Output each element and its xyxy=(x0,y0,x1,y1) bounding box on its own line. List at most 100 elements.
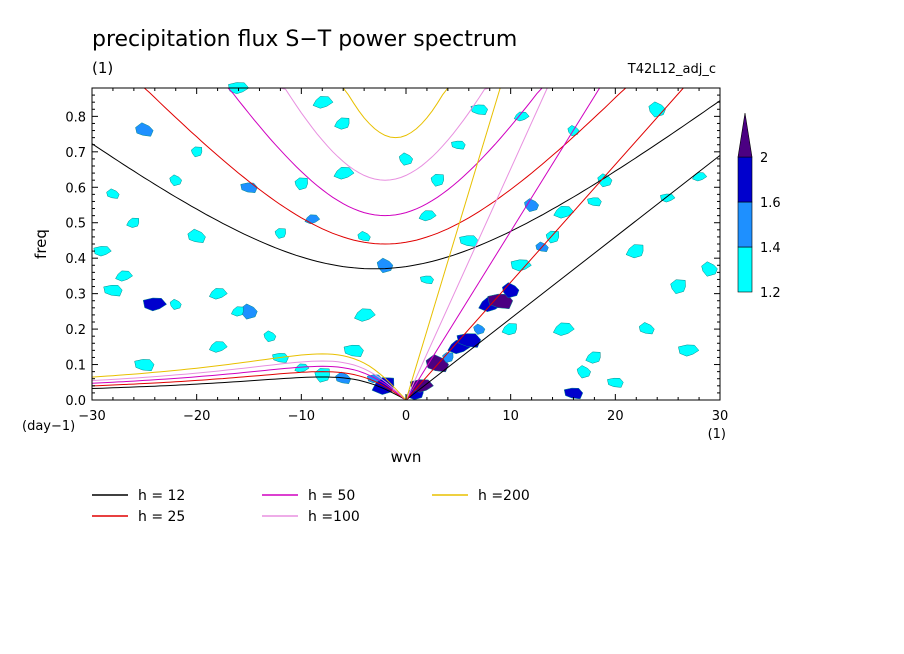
gravity-curve xyxy=(128,87,642,245)
power-blob xyxy=(134,359,155,372)
gravity-curve xyxy=(217,87,553,217)
x-tick-label: −30 xyxy=(78,409,105,424)
kelvin-curve xyxy=(405,87,684,401)
x-tick-label: 10 xyxy=(502,409,519,424)
power-blob xyxy=(552,322,575,336)
kelvin-curve xyxy=(405,87,548,401)
x-tick-label: 30 xyxy=(712,409,729,424)
y-tick-label: 0.6 xyxy=(65,181,86,196)
gravity-curve xyxy=(338,87,454,139)
power-blob xyxy=(208,341,228,353)
power-blob xyxy=(553,206,575,219)
y-tick-label: 0.8 xyxy=(65,110,86,125)
x-tick-label: −20 xyxy=(183,409,210,424)
power-blob xyxy=(473,323,486,335)
power-blob xyxy=(93,246,112,257)
power-blob xyxy=(678,344,700,357)
power-blob xyxy=(638,322,655,335)
gravity-curve xyxy=(275,87,495,181)
colorbar-box xyxy=(737,156,753,203)
axis-tick-labels: −30 −20 −10 0 10 20 30 0.0 0.1 0.2 0.3 0.4 0.5 0.6 0.7… xyxy=(65,110,728,424)
power-blob xyxy=(263,330,277,343)
power-blob xyxy=(294,363,310,373)
power-blob xyxy=(304,214,321,225)
power-blob xyxy=(442,352,454,363)
power-blob xyxy=(240,182,258,193)
gravity-curve xyxy=(91,100,721,270)
power-blob xyxy=(451,140,466,150)
y-axis-unit: (day−1) xyxy=(22,419,75,434)
y-tick-label: 0.3 xyxy=(65,288,86,303)
x-axis-unit: (1) xyxy=(708,427,726,442)
y-tick-label: 0.4 xyxy=(65,252,86,267)
power-blob xyxy=(587,197,602,207)
power-blob xyxy=(625,244,644,259)
kelvin-curve xyxy=(405,87,601,401)
power-blob xyxy=(701,261,718,277)
power-blob xyxy=(398,152,413,166)
power-blob xyxy=(585,351,601,364)
y-axis-label: freq xyxy=(32,229,50,259)
plot-frame xyxy=(91,87,721,401)
power-blob xyxy=(169,298,182,310)
power-blob xyxy=(115,270,133,282)
power-blob xyxy=(357,231,371,242)
power-blob xyxy=(314,368,330,383)
power-blob xyxy=(230,306,244,317)
power-blob xyxy=(501,323,517,336)
kelvin-curve xyxy=(405,87,501,401)
x-axis-label: wvn xyxy=(391,448,422,466)
x-tick-label: 0 xyxy=(402,409,410,424)
power-blob xyxy=(126,217,140,228)
power-blob xyxy=(103,285,123,297)
y-tick-label: 0.0 xyxy=(65,394,86,409)
power-blob xyxy=(354,308,376,322)
power-blob xyxy=(607,377,624,388)
colorbar-label: 1.4 xyxy=(760,241,781,256)
power-blob xyxy=(187,228,206,243)
colorbar-label: 2 xyxy=(760,151,768,166)
power-blob xyxy=(648,101,666,118)
rossby-curve xyxy=(91,353,407,401)
x-tick-label: −10 xyxy=(288,409,315,424)
legend-label: h = 12 xyxy=(138,488,185,504)
power-blob xyxy=(563,387,584,400)
colorbar: 1.2 1.4 1.6 2 xyxy=(737,112,781,301)
power-blob xyxy=(692,172,708,182)
power-blob xyxy=(334,117,350,130)
power-blob xyxy=(430,174,444,187)
power-blob xyxy=(459,235,479,247)
legend-label: h =100 xyxy=(308,509,360,525)
dispersion-curves xyxy=(91,87,721,401)
power-blob xyxy=(343,344,364,357)
power-field xyxy=(93,82,718,400)
power-blob xyxy=(510,259,532,272)
y-tick-label: 0.2 xyxy=(65,323,86,338)
rossby-curve xyxy=(91,371,407,401)
legend: h = 12 h = 25 h = 50 h =100 h =200 xyxy=(92,488,530,525)
chart-subtitle-right: T42L12_adj_c xyxy=(627,62,716,77)
power-blob xyxy=(169,174,182,187)
power-blob xyxy=(312,96,334,109)
rossby-curve xyxy=(91,376,407,401)
legend-label: h =200 xyxy=(478,488,530,504)
power-blob xyxy=(294,177,308,191)
power-blob xyxy=(524,198,539,212)
y-tick-label: 0.1 xyxy=(65,359,86,374)
x-tick-label: 20 xyxy=(607,409,624,424)
colorbar-box xyxy=(737,246,753,293)
power-blob xyxy=(376,257,394,274)
colorbar-label: 1.6 xyxy=(760,196,781,211)
power-blob xyxy=(274,228,286,239)
colorbar-label: 1.2 xyxy=(760,286,781,301)
legend-label: h = 25 xyxy=(138,509,185,525)
power-blob xyxy=(333,167,355,180)
legend-label: h = 50 xyxy=(308,488,355,504)
chart-title: precipitation flux S−T power spectrum xyxy=(92,27,517,52)
power-blob xyxy=(191,146,203,158)
power-blob xyxy=(456,333,482,348)
kelvin-curve xyxy=(405,154,721,401)
rossby-curve xyxy=(91,365,407,401)
colorbar-box xyxy=(737,201,753,248)
power-blob xyxy=(660,193,676,203)
